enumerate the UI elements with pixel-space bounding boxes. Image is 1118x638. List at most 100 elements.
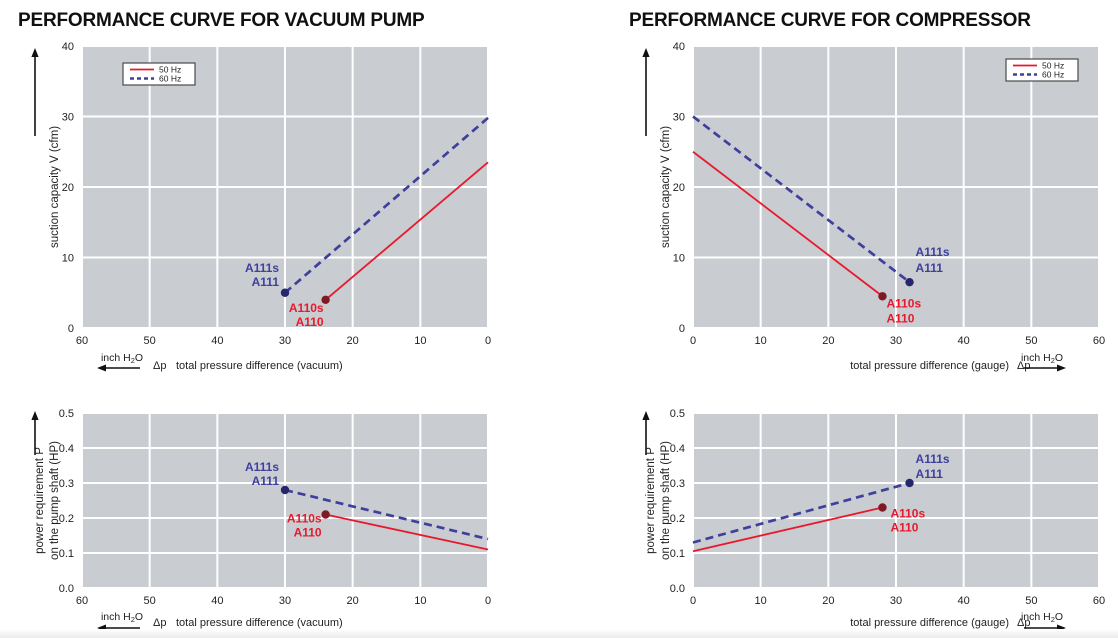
legend-label: 60 Hz [159, 74, 181, 84]
svg-text:0.3: 0.3 [59, 478, 74, 490]
svg-text:total pressure difference (vac: total pressure difference (vacuum) [176, 360, 343, 372]
svg-text:0: 0 [690, 335, 696, 347]
series-label: A110s [289, 301, 324, 315]
svg-text:20: 20 [347, 335, 359, 347]
data-point-marker [905, 277, 914, 287]
svg-text:0.1: 0.1 [59, 548, 74, 560]
svg-text:10: 10 [62, 253, 74, 265]
svg-text:total pressure difference (vac: total pressure difference (vacuum) [176, 617, 343, 629]
svg-text:Δp: Δp [1017, 617, 1030, 629]
tick-labels: 0 10 20 30 40 50 60 0.0 0.1 0.2 0.3 0.4 0.5 [670, 408, 1105, 607]
svg-text:0: 0 [485, 595, 491, 607]
svg-text:30: 30 [62, 112, 74, 124]
plot-area [692, 45, 1100, 329]
data-point-marker [280, 288, 290, 297]
svg-text:40: 40 [673, 41, 685, 53]
svg-text:inch H2O: inch H2O [101, 352, 143, 365]
svg-text:0.5: 0.5 [670, 408, 685, 420]
x-axis: total pressure difference (gauge) Δpinch … [850, 352, 1066, 372]
plot-area [692, 412, 1100, 589]
y-axis: suction capacity V (cfm) [31, 48, 61, 248]
data-point-marker [280, 485, 290, 495]
series-label: A111s [245, 460, 279, 474]
y-axis: suction capacity V (cfm) [642, 48, 672, 248]
svg-text:50: 50 [144, 595, 156, 607]
svg-text:0.0: 0.0 [670, 583, 685, 595]
svg-text:0.1: 0.1 [670, 548, 685, 560]
svg-text:30: 30 [673, 112, 685, 124]
svg-text:20: 20 [62, 182, 74, 194]
y-axis-up-arrow-icon [31, 411, 39, 420]
series-label: A110 [890, 521, 918, 535]
chart-vacuum-suction-capacity: 60 50 40 30 20 10 0 0 10 20 30 40 suction capacity V… [12, 36, 557, 393]
svg-text:inch H2O: inch H2O [101, 611, 143, 624]
plot-area [81, 412, 489, 589]
series-label: A110s [886, 296, 921, 310]
svg-text:total pressure difference (gau: total pressure difference (gauge) [850, 360, 1009, 372]
svg-text:10: 10 [755, 595, 767, 607]
tick-labels: 0 10 20 30 40 50 60 0 10 20 30 40 [673, 41, 1105, 347]
series-label: A111 [252, 474, 280, 488]
data-point-marker [878, 503, 887, 512]
svg-text:0: 0 [68, 323, 74, 335]
svg-text:50: 50 [1025, 335, 1037, 347]
svg-text:40: 40 [958, 595, 970, 607]
series-label: A111s [916, 245, 950, 259]
series-label: A111s [916, 452, 950, 466]
series-label: A111 [916, 467, 944, 481]
svg-text:10: 10 [755, 335, 767, 347]
svg-text:power requirement P: power requirement P [645, 447, 657, 554]
chart-compressor-power-requirement: 0 10 20 30 40 50 60 0.0 0.1 0.2 0.3 0.4 0.5 power req… [623, 403, 1118, 638]
svg-text:10: 10 [414, 335, 426, 347]
tick-labels: 60 50 40 30 20 10 0 0.0 0.1 0.2 0.3 0.4 0.5 [59, 408, 491, 607]
svg-text:Δp: Δp [153, 617, 166, 629]
svg-text:0.0: 0.0 [59, 583, 74, 595]
series-label: A110s [287, 512, 322, 526]
section-title-vacuum-pump: PERFORMANCE CURVE FOR VACUUM PUMP [18, 10, 425, 31]
series-label: A110s [890, 507, 925, 521]
data-point-marker [321, 295, 330, 304]
legend-label: 50 Hz [1042, 61, 1064, 71]
series-label: A110 [296, 315, 324, 329]
svg-text:20: 20 [822, 335, 834, 347]
tick-labels: 60 50 40 30 20 10 0 0 10 20 30 40 [62, 41, 491, 347]
svg-text:total pressure difference (gau: total pressure difference (gauge) [850, 617, 1009, 629]
gridlines [692, 45, 1100, 329]
series-label: A110 [886, 311, 914, 325]
plot-area [81, 45, 489, 329]
svg-text:30: 30 [890, 595, 902, 607]
svg-text:suction capacity V (cfm): suction capacity V (cfm) [49, 126, 61, 248]
gridlines [81, 412, 489, 589]
svg-text:0.4: 0.4 [59, 443, 74, 455]
svg-text:20: 20 [822, 595, 834, 607]
chart-svg-compressor-suction: 0 10 20 30 40 50 60 0 10 20 30 40 suction capacity V… [642, 41, 1105, 372]
svg-text:30: 30 [279, 335, 291, 347]
legend-label: 50 Hz [159, 65, 181, 75]
gridlines [81, 45, 489, 329]
svg-text:on the pump shaft (HP): on the pump shaft (HP) [660, 441, 672, 560]
series-label: A111 [916, 261, 944, 275]
svg-text:0.2: 0.2 [59, 513, 74, 525]
data-point-marker [878, 292, 887, 301]
data-point-marker [321, 510, 330, 519]
svg-text:0: 0 [690, 595, 696, 607]
svg-text:20: 20 [347, 595, 359, 607]
svg-text:suction capacity V (cfm): suction capacity V (cfm) [660, 126, 672, 248]
section-title-compressor: PERFORMANCE CURVE FOR COMPRESSOR [629, 10, 1031, 31]
vacuum-pump-section: PERFORMANCE CURVE FOR VACUUM PUMP 60 50 40… [12, 10, 557, 632]
svg-text:0.2: 0.2 [670, 513, 685, 525]
svg-text:0: 0 [679, 323, 685, 335]
y-axis-up-arrow-icon [31, 48, 39, 57]
y-axis-up-arrow-icon [642, 48, 650, 57]
svg-text:Δp: Δp [153, 360, 166, 372]
series-label: A111s [245, 261, 279, 275]
